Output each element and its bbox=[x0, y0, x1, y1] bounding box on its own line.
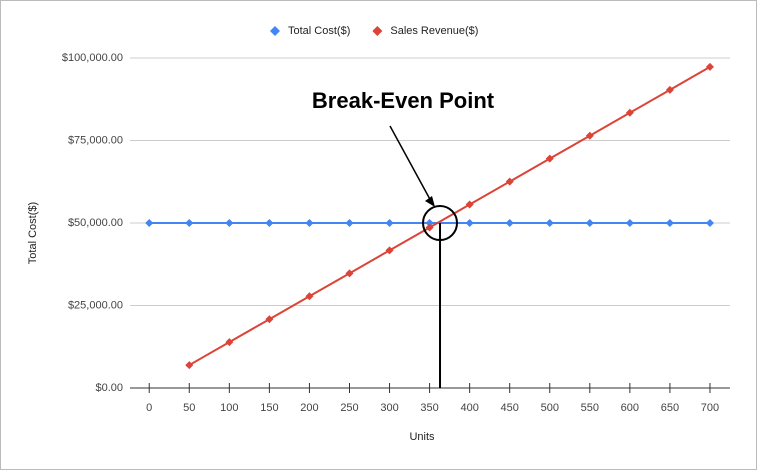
x-tick-label: 150 bbox=[260, 402, 278, 414]
legend-label: Total Cost($) bbox=[288, 25, 350, 37]
data-point bbox=[545, 219, 554, 227]
legend-swatch bbox=[372, 26, 383, 36]
annotation-arrowhead bbox=[425, 196, 436, 207]
y-tick-label: $75,000.00 bbox=[68, 134, 123, 146]
x-tick-label: 650 bbox=[661, 402, 679, 414]
data-point bbox=[225, 338, 234, 347]
x-tick-label: 300 bbox=[380, 402, 398, 414]
x-tick-label: 400 bbox=[460, 402, 478, 414]
data-point bbox=[545, 154, 554, 163]
data-point bbox=[705, 62, 714, 71]
x-tick-label: 200 bbox=[300, 402, 318, 414]
data-point bbox=[185, 219, 194, 227]
data-point bbox=[305, 292, 314, 301]
data-point bbox=[505, 177, 514, 186]
data-point bbox=[465, 200, 474, 209]
data-point bbox=[425, 219, 434, 227]
x-tick-label: 350 bbox=[420, 402, 438, 414]
y-tick-label: $50,000.00 bbox=[68, 217, 123, 229]
annotation-arrow bbox=[389, 125, 433, 204]
x-tick-label: 550 bbox=[581, 402, 599, 414]
x-tick-label: 500 bbox=[541, 402, 559, 414]
x-axis-title: Units bbox=[409, 431, 435, 443]
series-line bbox=[188, 66, 711, 366]
data-point bbox=[345, 219, 354, 227]
data-point bbox=[505, 219, 514, 227]
y-tick-label: $0.00 bbox=[95, 382, 123, 394]
x-tick-label: 700 bbox=[701, 402, 719, 414]
data-point bbox=[665, 219, 674, 227]
x-tick-label: 250 bbox=[340, 402, 358, 414]
x-tick-label: 600 bbox=[621, 402, 639, 414]
x-tick-label: 100 bbox=[220, 402, 238, 414]
y-tick-label: $100,000.00 bbox=[62, 52, 123, 64]
data-point bbox=[345, 269, 354, 278]
data-point bbox=[625, 219, 634, 227]
data-point bbox=[225, 219, 234, 227]
legend-swatch bbox=[270, 26, 280, 36]
data-point bbox=[585, 131, 594, 140]
data-point bbox=[385, 246, 394, 255]
data-point bbox=[585, 219, 594, 227]
data-point bbox=[265, 219, 274, 227]
annotation-text: Break-Even Point bbox=[312, 88, 495, 113]
data-point bbox=[705, 219, 714, 227]
data-point bbox=[145, 219, 154, 227]
data-point bbox=[625, 108, 634, 117]
x-tick-label: 50 bbox=[183, 402, 195, 414]
data-point bbox=[265, 315, 274, 324]
data-point bbox=[305, 219, 314, 227]
x-tick-label: 0 bbox=[146, 402, 152, 414]
data-point bbox=[665, 85, 674, 94]
data-point bbox=[425, 223, 434, 232]
data-point bbox=[185, 361, 194, 370]
y-axis-title: Total Cost($) bbox=[27, 202, 39, 264]
data-point bbox=[465, 219, 474, 227]
x-tick-label: 450 bbox=[501, 402, 519, 414]
data-point bbox=[385, 219, 394, 227]
y-tick-label: $25,000.00 bbox=[68, 299, 123, 311]
legend-label: Sales Revenue($) bbox=[390, 25, 478, 37]
